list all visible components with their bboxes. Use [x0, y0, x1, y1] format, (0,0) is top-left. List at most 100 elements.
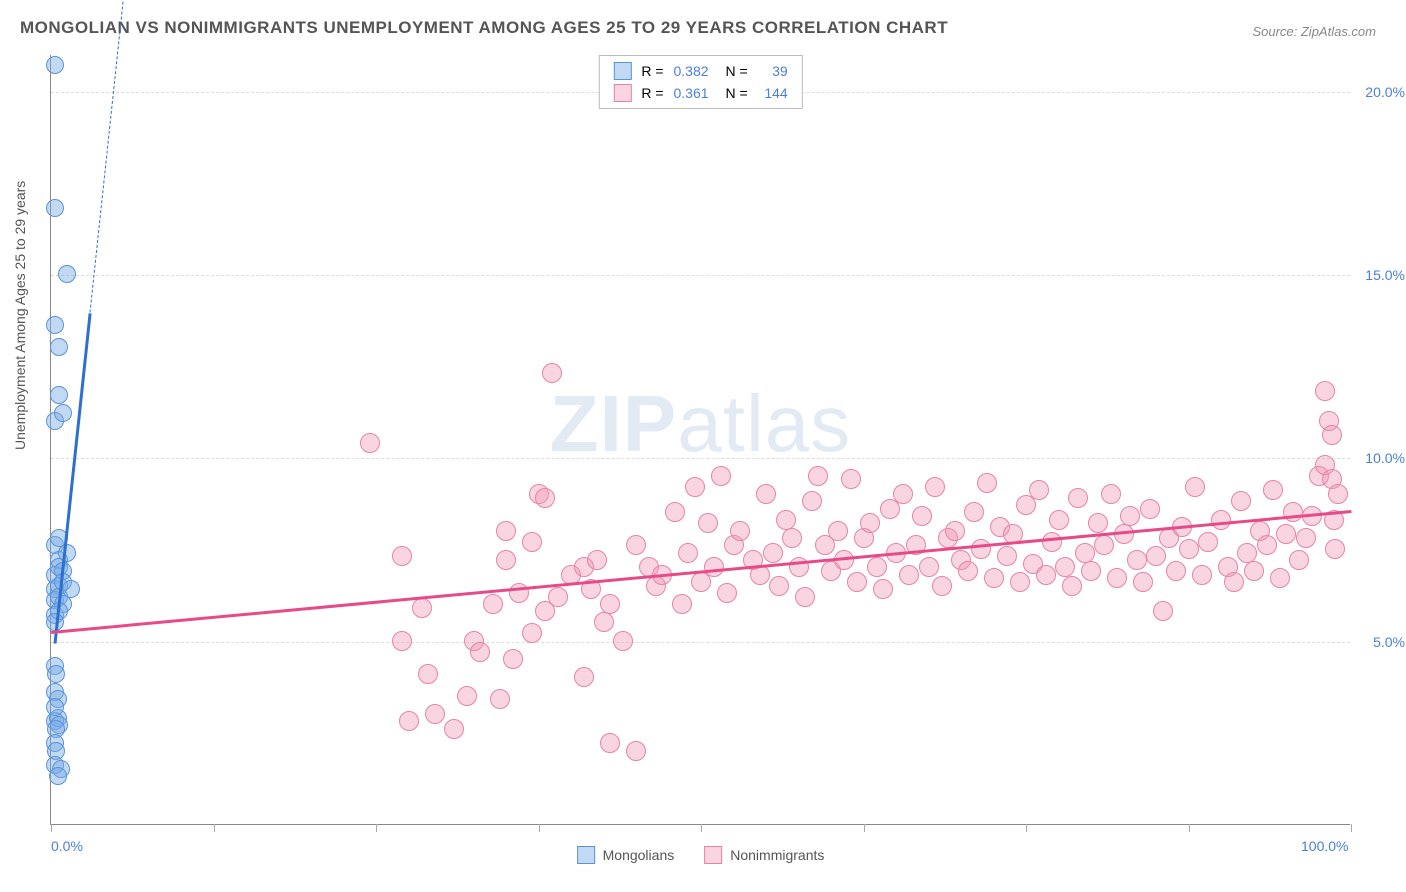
chart-title: MONGOLIAN VS NONIMMIGRANTS UNEMPLOYMENT … — [20, 18, 948, 38]
legend-item-mongolians: Mongolians — [577, 846, 675, 864]
data-point — [1244, 561, 1264, 581]
data-point — [626, 741, 646, 761]
data-point — [522, 623, 542, 643]
data-point — [672, 594, 692, 614]
data-point — [1276, 524, 1296, 544]
legend-label: Mongolians — [603, 847, 675, 863]
data-point — [1315, 381, 1335, 401]
data-point — [1120, 506, 1140, 526]
data-point — [535, 488, 555, 508]
data-point — [1231, 491, 1251, 511]
data-point — [1127, 550, 1147, 570]
n-value: 39 — [758, 63, 788, 79]
data-point — [46, 199, 64, 217]
data-point — [49, 767, 67, 785]
source-attribution: Source: ZipAtlas.com — [1252, 24, 1376, 39]
data-point — [841, 469, 861, 489]
n-label: N = — [726, 63, 748, 79]
data-point — [1101, 484, 1121, 504]
data-point — [1328, 484, 1348, 504]
data-point — [958, 561, 978, 581]
data-point — [1325, 539, 1345, 559]
data-point — [1224, 572, 1244, 592]
data-point — [483, 594, 503, 614]
data-point — [1094, 535, 1114, 555]
watermark-bold: ZIP — [550, 379, 677, 468]
data-point — [1029, 480, 1049, 500]
data-point — [58, 265, 76, 283]
data-point — [1010, 572, 1030, 592]
data-point — [542, 363, 562, 383]
trend-line-extrapolated — [90, 0, 169, 312]
data-point — [1153, 601, 1173, 621]
data-point — [50, 386, 68, 404]
data-point — [925, 477, 945, 497]
scatter-plot-area: ZIPatlas R = 0.382 N = 39 R = 0.361 N = … — [50, 55, 1350, 825]
data-point — [1270, 568, 1290, 588]
data-point — [444, 719, 464, 739]
y-tick-label: 10.0% — [1365, 450, 1405, 466]
y-axis-label: Unemployment Among Ages 25 to 29 years — [12, 181, 28, 450]
data-point — [1179, 539, 1199, 559]
data-point — [425, 704, 445, 724]
data-point — [626, 535, 646, 555]
data-point — [808, 466, 828, 486]
data-point — [613, 631, 633, 651]
data-point — [522, 532, 542, 552]
x-tick — [51, 824, 52, 832]
correlation-legend: R = 0.382 N = 39 R = 0.361 N = 144 — [598, 55, 802, 109]
data-point — [1192, 565, 1212, 585]
data-point — [1088, 513, 1108, 533]
data-point — [964, 502, 984, 522]
gridline — [51, 642, 1350, 643]
data-point — [1263, 480, 1283, 500]
data-point — [919, 557, 939, 577]
legend-row-nonimmigrants: R = 0.361 N = 144 — [613, 82, 787, 104]
data-point — [600, 594, 620, 614]
series-legend: Mongolians Nonimmigrants — [577, 846, 825, 864]
swatch-icon — [613, 84, 631, 102]
data-point — [763, 543, 783, 563]
data-point — [945, 521, 965, 541]
data-point — [1068, 488, 1088, 508]
data-point — [1166, 561, 1186, 581]
data-point — [912, 506, 932, 526]
data-point — [899, 565, 919, 585]
data-point — [1055, 557, 1075, 577]
r-value: 0.361 — [674, 85, 716, 101]
x-tick — [1189, 824, 1190, 832]
watermark: ZIPatlas — [550, 378, 851, 470]
data-point — [587, 550, 607, 570]
data-point — [574, 667, 594, 687]
data-point — [1257, 535, 1277, 555]
data-point — [457, 686, 477, 706]
gridline — [51, 458, 1350, 459]
data-point — [971, 539, 991, 559]
n-value: 144 — [758, 85, 788, 101]
data-point — [412, 598, 432, 618]
data-point — [46, 316, 64, 334]
data-point — [50, 338, 68, 356]
data-point — [1289, 550, 1309, 570]
r-value: 0.382 — [674, 63, 716, 79]
y-tick-label: 5.0% — [1373, 634, 1405, 650]
source-prefix: Source: — [1252, 24, 1300, 39]
r-label: R = — [641, 63, 663, 79]
data-point — [1081, 561, 1101, 581]
data-point — [698, 513, 718, 533]
data-point — [1062, 576, 1082, 596]
data-point — [711, 466, 731, 486]
swatch-icon — [613, 62, 631, 80]
data-point — [1036, 565, 1056, 585]
x-tick — [376, 824, 377, 832]
data-point — [977, 473, 997, 493]
watermark-light: atlas — [677, 379, 851, 468]
legend-row-mongolians: R = 0.382 N = 39 — [613, 60, 787, 82]
data-point — [984, 568, 1004, 588]
swatch-icon — [577, 846, 595, 864]
data-point — [1198, 532, 1218, 552]
legend-label: Nonimmigrants — [730, 847, 824, 863]
x-tick — [1026, 824, 1027, 832]
data-point — [392, 631, 412, 651]
data-point — [678, 543, 698, 563]
